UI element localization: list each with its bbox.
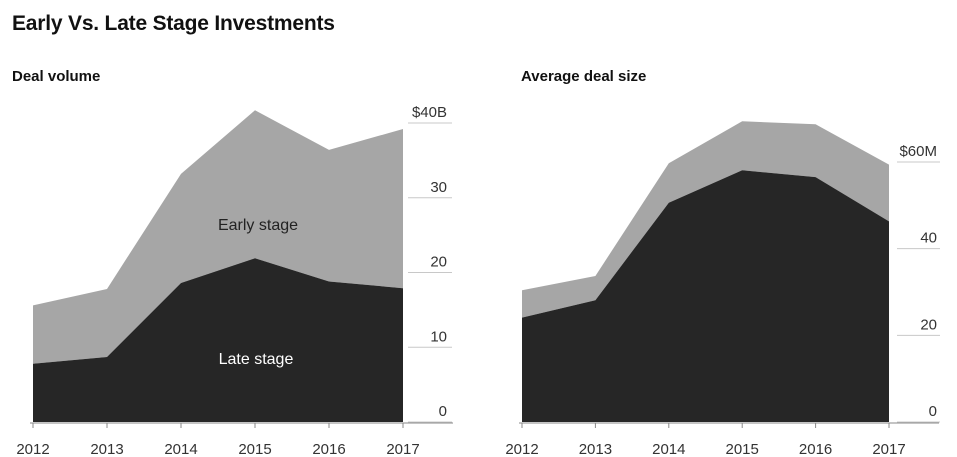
chart-2: 0 20 40 $60M 2012 2013 2014 2015 2016 2017 <box>505 121 940 457</box>
x-tick-label: 2014 <box>652 441 685 457</box>
y-tick-label: 40 <box>920 230 937 247</box>
x-tick-label: 2016 <box>312 441 345 457</box>
average-deal-size-subtitle: Average deal size <box>521 68 647 85</box>
x-tick-label: 2013 <box>90 441 123 457</box>
chart-1: 0 10 20 30 $40B 2012 2013 2014 2015 2016 2017 Late … <box>16 104 453 457</box>
y-tick-label: $60M <box>899 143 937 160</box>
x-tick-label: 2013 <box>579 441 612 457</box>
x-tick-label: 2017 <box>872 441 905 457</box>
y-tick-label: 30 <box>430 179 447 196</box>
early-stage-area <box>33 110 403 364</box>
late-stage-area <box>522 170 889 422</box>
chart-title: Early Vs. Late Stage Investments <box>12 12 335 35</box>
early-stage-label: Early stage <box>218 217 298 234</box>
late-stage-area <box>33 258 403 422</box>
x-tick-label: 2012 <box>16 441 49 457</box>
y-tick-label: 0 <box>929 403 937 420</box>
late-stage-label: Late stage <box>219 351 294 368</box>
y-tick-label: 20 <box>920 316 937 333</box>
x-tick-label: 2015 <box>238 441 271 457</box>
x-tick-label: 2017 <box>386 441 419 457</box>
x-tick-label: 2016 <box>799 441 832 457</box>
x-tick-label: 2015 <box>726 441 759 457</box>
y-tick-label: 0 <box>439 403 447 420</box>
x-tick-label: 2014 <box>164 441 197 457</box>
deal-volume-subtitle: Deal volume <box>12 68 101 85</box>
early-stage-area <box>522 121 889 318</box>
y-tick-label: $40B <box>412 104 447 121</box>
y-tick-label: 10 <box>430 328 447 345</box>
y-tick-label: 20 <box>430 254 447 271</box>
x-tick-label: 2012 <box>505 441 538 457</box>
